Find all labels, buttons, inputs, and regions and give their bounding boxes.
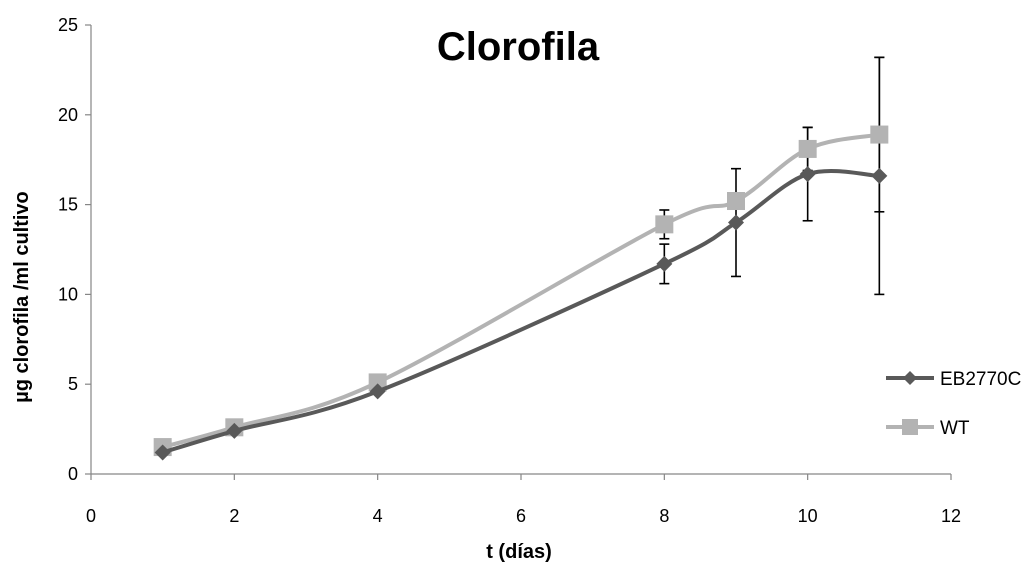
series-layer — [153, 125, 889, 461]
legend-swatch-marker — [903, 371, 917, 385]
legend-item-wt: WT — [886, 418, 970, 439]
data-point — [655, 215, 674, 234]
data-point — [368, 373, 387, 392]
x-tick-label: 4 — [373, 506, 383, 526]
y-tick-label: 10 — [58, 284, 78, 304]
legend-label: EB2770C — [940, 369, 1021, 390]
data-point — [656, 255, 673, 272]
data-point — [728, 214, 744, 231]
x-tick-label: 10 — [798, 506, 818, 526]
y-tick-label: 15 — [58, 195, 78, 215]
data-point — [154, 444, 171, 461]
data-point — [798, 139, 817, 158]
series-line — [162, 132, 880, 449]
series-wt — [153, 125, 889, 457]
data-point — [870, 125, 889, 144]
y-tick-label: 25 — [58, 15, 78, 35]
data-point — [871, 167, 888, 184]
x-tick-label: 6 — [516, 506, 526, 526]
data-point — [369, 383, 386, 400]
data-point — [226, 422, 243, 439]
y-axis-label: µg clorofila /ml cultivo — [11, 191, 33, 403]
x-tick-label: 8 — [659, 506, 669, 526]
legend-swatch-marker — [902, 419, 918, 435]
legend-label: WT — [940, 418, 970, 439]
x-tick-label: 12 — [941, 506, 961, 526]
y-tick-label: 20 — [58, 105, 78, 125]
legend-item-eb2770c: EB2770C — [886, 369, 1021, 390]
x-axis-label: t (días) — [486, 541, 552, 563]
series-eb2770c — [154, 166, 888, 461]
chart-title: Clorofila — [437, 25, 600, 69]
x-tick-label: 0 — [86, 506, 96, 526]
data-point — [727, 192, 745, 211]
y-tick-label: 5 — [68, 374, 78, 394]
series-line — [162, 169, 880, 455]
legend: EB2770C WT — [886, 369, 1021, 439]
axes: 0 5 10 15 20 25 0 2 4 6 8 10 12 — [58, 15, 961, 526]
y-tick-label: 0 — [68, 464, 78, 484]
x-tick-label: 2 — [229, 506, 239, 526]
data-point — [799, 166, 816, 183]
